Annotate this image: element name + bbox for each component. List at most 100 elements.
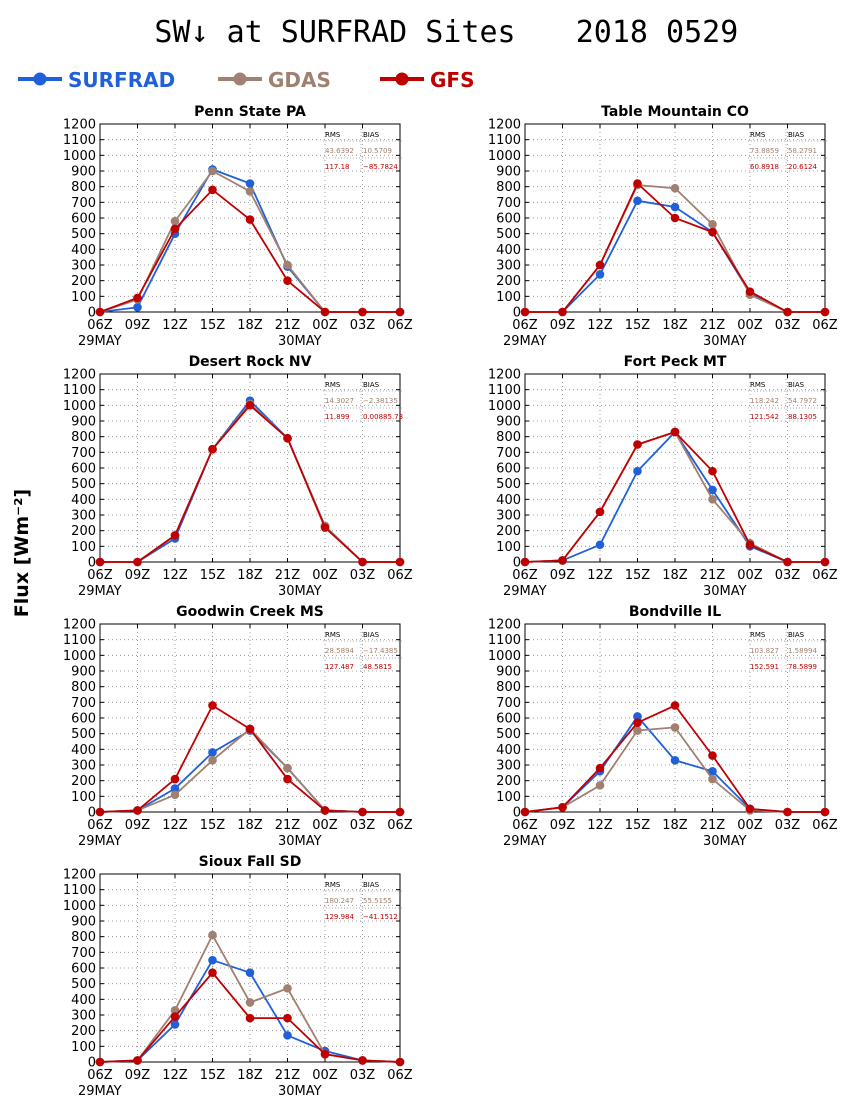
x-tick-label: 06Z xyxy=(812,818,838,833)
legend-label: SURFRAD xyxy=(68,68,175,92)
y-tick-label: 0 xyxy=(513,306,521,321)
data-point xyxy=(520,307,530,317)
stats-gfs-rms: 152.591 xyxy=(750,663,779,671)
data-point xyxy=(170,774,180,784)
y-tick-label: 1200 xyxy=(63,618,96,633)
y-tick-label: 700 xyxy=(496,696,521,711)
panel-title: Bondville IL xyxy=(629,604,721,620)
x-tick-label: 21Z xyxy=(275,318,301,333)
data-point xyxy=(595,540,605,550)
x-tick-label: 12Z xyxy=(162,818,188,833)
stats-gfs-bias: 20.6124 xyxy=(788,163,817,171)
y-axis-label: Flux [Wm⁻²] xyxy=(11,489,33,617)
series-gfs xyxy=(95,701,405,817)
stats-header-rms: RMS xyxy=(750,381,766,389)
date-label: 29MAY xyxy=(503,584,547,599)
x-tick-label: 06Z xyxy=(512,318,538,333)
stats-header-rms: RMS xyxy=(750,631,766,639)
data-point xyxy=(595,270,605,279)
stats-header-rms: RMS xyxy=(325,631,341,639)
stats-gfs-rms: 121.542 xyxy=(750,413,779,421)
data-point xyxy=(95,307,105,317)
data-point xyxy=(95,1057,105,1067)
x-tick-label: 12Z xyxy=(162,1068,188,1083)
data-point xyxy=(395,557,405,567)
series-gfs xyxy=(520,179,830,317)
series-gfs xyxy=(95,401,405,567)
x-tick-label: 00Z xyxy=(737,818,763,833)
x-tick-label: 09Z xyxy=(550,818,576,833)
x-tick-label: 03Z xyxy=(350,1068,376,1083)
data-point xyxy=(633,196,642,206)
y-tick-label: 400 xyxy=(496,243,521,258)
data-point xyxy=(820,307,830,317)
date-label: 29MAY xyxy=(78,584,122,599)
chart-panels: Penn State PA010020030040050060070080090… xyxy=(63,104,838,1099)
y-tick-label: 1000 xyxy=(488,149,521,164)
data-point xyxy=(633,179,642,188)
y-tick-label: 500 xyxy=(496,727,521,742)
y-tick-label: 100 xyxy=(496,290,521,305)
series-gfs xyxy=(520,701,830,817)
data-point xyxy=(133,557,142,567)
data-point xyxy=(283,1031,292,1040)
x-tick-label: 09Z xyxy=(125,818,151,833)
date-label: 30MAY xyxy=(278,834,322,849)
stats-gdas-rms: 14.3027 xyxy=(325,397,354,405)
x-tick-label: 21Z xyxy=(700,568,726,583)
y-tick-label: 900 xyxy=(496,665,521,680)
gridlines xyxy=(100,874,400,1062)
data-point xyxy=(208,930,217,940)
y-tick-label: 200 xyxy=(71,774,96,789)
y-tick-label: 900 xyxy=(496,415,521,430)
legend: SURFRAD GDAS GFS xyxy=(18,68,474,92)
y-tick-label: 1000 xyxy=(488,399,521,414)
stats-box: RMS BIAS 73.8859 58.2791 60.8918 20.6124 xyxy=(748,129,828,173)
y-tick-label: 500 xyxy=(71,727,96,742)
series-gfs xyxy=(95,968,405,1067)
y-tick-label: 100 xyxy=(496,790,521,805)
x-tick-label: 15Z xyxy=(200,1068,226,1083)
data-point xyxy=(708,774,717,784)
x-tick-label: 09Z xyxy=(550,318,576,333)
panel-table-mountain-co: Table Mountain CO01002003004005006007008… xyxy=(488,104,838,349)
data-point xyxy=(283,984,292,993)
x-tick-label: 09Z xyxy=(125,1068,151,1083)
panel-bondville-il: Bondville IL0100200300400500600700800900… xyxy=(488,604,838,849)
data-point xyxy=(208,701,217,710)
y-tick-label: 400 xyxy=(71,993,96,1008)
x-tick-label: 06Z xyxy=(812,568,838,583)
data-point xyxy=(208,955,217,965)
data-point xyxy=(820,807,830,817)
x-tick-label: 03Z xyxy=(775,318,801,333)
main-date: 2018 0529 xyxy=(576,15,739,50)
stats-box: RMS BIAS 180.247 55.5155 129.984 −41.1512 xyxy=(323,879,403,923)
gridlines xyxy=(525,624,825,812)
data-point xyxy=(245,1013,255,1023)
data-point xyxy=(283,763,292,773)
data-point xyxy=(558,803,567,812)
data-point xyxy=(708,219,717,229)
series-gfs xyxy=(95,185,405,317)
panel-desert-rock-nv: Desert Rock NV01002003004005006007008009… xyxy=(63,354,413,599)
series-line xyxy=(100,399,400,563)
data-point xyxy=(208,756,217,765)
x-tick-label: 03Z xyxy=(775,568,801,583)
stats-box: RMS BIAS 43.6392 10.5709 117.18 −85.7824 xyxy=(323,129,403,173)
panel-title: Table Mountain CO xyxy=(601,104,749,120)
y-tick-label: 100 xyxy=(71,290,96,305)
y-tick-label: 700 xyxy=(71,946,96,961)
y-tick-label: 100 xyxy=(71,1040,96,1055)
stats-header-bias: BIAS xyxy=(363,881,380,889)
y-tick-label: 800 xyxy=(71,680,96,695)
stats-gdas-rms: 103.827 xyxy=(750,647,779,655)
data-point xyxy=(708,485,717,495)
y-tick-label: 900 xyxy=(71,415,96,430)
date-label: 29MAY xyxy=(78,334,122,349)
